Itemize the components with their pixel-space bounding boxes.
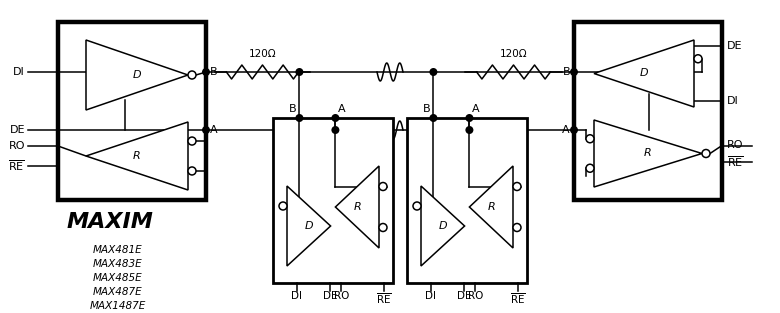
Text: A: A [473, 104, 480, 114]
Text: B: B [289, 104, 296, 114]
Circle shape [702, 150, 710, 157]
Circle shape [296, 114, 303, 122]
Text: R: R [488, 202, 495, 212]
Text: DE: DE [323, 291, 338, 301]
Polygon shape [594, 120, 702, 187]
Bar [407, 118, 527, 283]
Circle shape [570, 126, 578, 134]
Text: DE: DE [9, 125, 25, 135]
Bar [273, 118, 393, 283]
Text: B: B [562, 67, 570, 77]
Polygon shape [86, 40, 188, 110]
Circle shape [279, 202, 287, 210]
Circle shape [379, 223, 387, 232]
Circle shape [570, 68, 578, 76]
Text: $\overline{\mathsf{RE}}$: $\overline{\mathsf{RE}}$ [727, 154, 744, 169]
Text: MAX1487E: MAX1487E [90, 301, 146, 311]
Text: 120Ω: 120Ω [500, 49, 527, 59]
Text: DE: DE [727, 41, 743, 51]
Circle shape [413, 202, 421, 210]
Polygon shape [421, 186, 465, 266]
Text: R: R [133, 151, 141, 161]
Polygon shape [287, 186, 331, 266]
Text: A: A [210, 125, 218, 135]
Bar [58, 22, 206, 200]
Text: B: B [423, 104, 431, 114]
Text: RO: RO [468, 291, 483, 301]
Text: D: D [133, 70, 141, 80]
Text: DE: DE [457, 291, 472, 301]
Circle shape [513, 182, 521, 191]
Text: $\overline{\mathsf{RE}}$: $\overline{\mathsf{RE}}$ [376, 291, 392, 306]
Text: MAX485E: MAX485E [93, 273, 143, 283]
Text: D: D [438, 221, 447, 231]
Text: $\overline{\mathsf{RE}}$: $\overline{\mathsf{RE}}$ [9, 159, 25, 173]
Circle shape [430, 68, 438, 76]
Text: MAX481E: MAX481E [93, 245, 143, 255]
Text: D: D [640, 69, 648, 79]
Circle shape [332, 126, 339, 134]
Text: B: B [210, 67, 218, 77]
Text: $\overline{\mathsf{RE}}$: $\overline{\mathsf{RE}}$ [510, 291, 526, 306]
Text: R: R [644, 148, 652, 158]
Text: RO: RO [727, 141, 743, 151]
Polygon shape [470, 166, 513, 248]
Text: MAXIM: MAXIM [66, 212, 154, 232]
Text: MAX487E: MAX487E [93, 287, 143, 297]
Text: RO: RO [9, 141, 25, 151]
Text: DI: DI [292, 291, 303, 301]
Circle shape [513, 223, 521, 232]
Bar [574, 22, 722, 200]
Circle shape [202, 68, 210, 76]
Circle shape [466, 114, 473, 122]
Text: A: A [339, 104, 346, 114]
Circle shape [694, 55, 702, 63]
Text: DI: DI [727, 96, 739, 106]
Circle shape [296, 68, 303, 76]
Polygon shape [594, 40, 694, 107]
Circle shape [332, 114, 339, 122]
Text: DI: DI [13, 67, 25, 77]
Text: RO: RO [334, 291, 349, 301]
Circle shape [586, 164, 594, 172]
Circle shape [430, 114, 438, 122]
Text: 120Ω: 120Ω [249, 49, 276, 59]
Polygon shape [86, 122, 188, 190]
Circle shape [466, 126, 473, 134]
Circle shape [379, 182, 387, 191]
Text: DI: DI [426, 291, 437, 301]
Circle shape [188, 137, 196, 145]
Polygon shape [335, 166, 379, 248]
Circle shape [188, 167, 196, 175]
Circle shape [586, 135, 594, 143]
Text: D: D [304, 221, 313, 231]
Text: A: A [562, 125, 570, 135]
Text: MAX483E: MAX483E [93, 259, 143, 269]
Text: R: R [353, 202, 361, 212]
Circle shape [188, 71, 196, 79]
Circle shape [202, 126, 210, 134]
